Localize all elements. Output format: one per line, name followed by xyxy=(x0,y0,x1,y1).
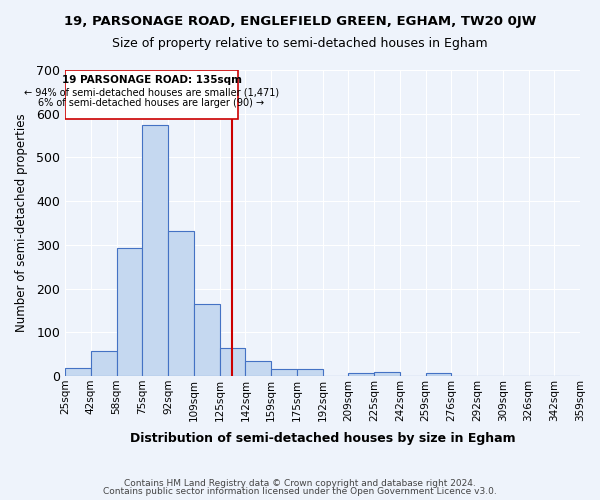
X-axis label: Distribution of semi-detached houses by size in Egham: Distribution of semi-detached houses by … xyxy=(130,432,515,445)
Bar xyxy=(142,124,168,376)
Text: ← 94% of semi-detached houses are smaller (1,471): ← 94% of semi-detached houses are smalle… xyxy=(24,88,279,98)
Bar xyxy=(194,304,220,376)
Text: Contains public sector information licensed under the Open Government Licence v3: Contains public sector information licen… xyxy=(103,487,497,496)
Bar xyxy=(271,368,297,376)
Bar xyxy=(91,351,116,376)
Bar xyxy=(168,231,194,376)
Bar xyxy=(349,374,374,376)
Bar xyxy=(65,368,91,376)
Bar xyxy=(116,248,142,376)
Text: Size of property relative to semi-detached houses in Egham: Size of property relative to semi-detach… xyxy=(112,38,488,51)
Text: 19, PARSONAGE ROAD, ENGLEFIELD GREEN, EGHAM, TW20 0JW: 19, PARSONAGE ROAD, ENGLEFIELD GREEN, EG… xyxy=(64,15,536,28)
FancyBboxPatch shape xyxy=(65,70,238,119)
Y-axis label: Number of semi-detached properties: Number of semi-detached properties xyxy=(15,114,28,332)
Bar xyxy=(220,348,245,376)
Text: 19 PARSONAGE ROAD: 135sqm: 19 PARSONAGE ROAD: 135sqm xyxy=(62,76,242,86)
Bar xyxy=(374,372,400,376)
Text: Contains HM Land Registry data © Crown copyright and database right 2024.: Contains HM Land Registry data © Crown c… xyxy=(124,478,476,488)
Bar xyxy=(425,374,451,376)
Bar xyxy=(297,369,323,376)
Text: 6% of semi-detached houses are larger (90) →: 6% of semi-detached houses are larger (9… xyxy=(38,98,265,108)
Bar xyxy=(245,360,271,376)
